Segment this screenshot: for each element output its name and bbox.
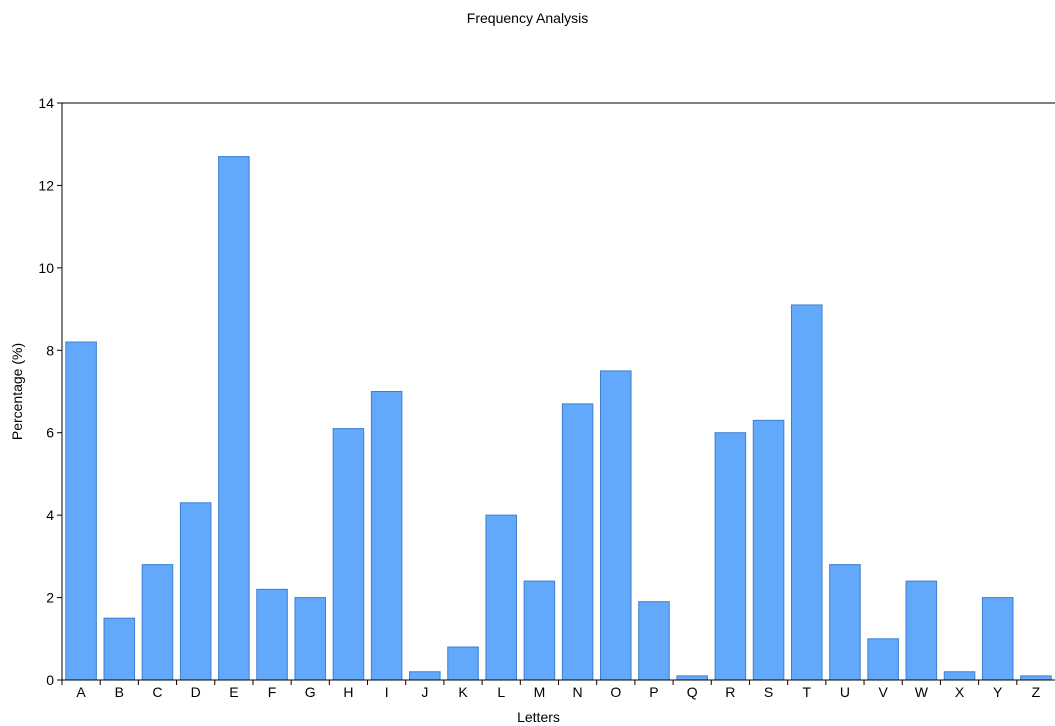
x-tick-label-b: B (115, 684, 124, 700)
bar-w (905, 580, 938, 681)
y-tick-label: 6 (46, 425, 54, 441)
bar-d (179, 502, 212, 681)
x-tick-label-g: G (305, 684, 316, 700)
bar-x (943, 671, 976, 681)
bar-q (676, 675, 708, 681)
x-tick-label-l: L (497, 684, 505, 700)
x-tick-label-w: W (915, 684, 929, 700)
bar-y (981, 597, 1014, 681)
bar-h (332, 428, 365, 681)
bar-a (65, 341, 97, 681)
y-tick-label: 14 (38, 95, 54, 111)
bar-j (409, 671, 441, 681)
x-tick-label-a: A (76, 684, 86, 700)
bar-m (523, 580, 556, 681)
x-axis-label: Letters (517, 709, 560, 725)
x-tick-label-t: T (802, 684, 811, 700)
y-tick-label: 4 (46, 507, 54, 523)
x-tick-label-m: M (534, 684, 546, 700)
bars (65, 156, 1052, 681)
x-tick-label-d: D (191, 684, 201, 700)
x-tick-label-u: U (840, 684, 850, 700)
y-axis-ticks: 0 2 4 6 8 10 12 14 (38, 95, 62, 688)
bar-t (790, 304, 823, 681)
bar-o (600, 370, 632, 681)
x-tick-label-c: C (152, 684, 162, 700)
chart-title: Frequency Analysis (466, 10, 589, 26)
x-tick-label-r: R (725, 684, 735, 700)
bar-e (218, 156, 250, 681)
x-tick-label-f: F (268, 684, 277, 700)
x-axis-ticks: A B C D E F G H I J K L M N O P Q R S T U V W X Y Z (61, 680, 1041, 700)
bar-n (561, 403, 594, 681)
bar-b (103, 617, 136, 681)
y-tick-label: 12 (38, 177, 54, 193)
x-tick-label-k: K (458, 684, 468, 700)
bar-l (485, 514, 517, 681)
x-tick-label-e: E (229, 684, 238, 700)
x-tick-label-s: S (764, 684, 773, 700)
bar-p (638, 601, 670, 681)
bar-u (829, 564, 861, 681)
bar-r (714, 432, 747, 681)
x-tick-label-n: N (573, 684, 583, 700)
bar-f (256, 588, 288, 681)
bar-g (294, 597, 327, 681)
y-tick-label: 10 (38, 260, 54, 276)
x-tick-label-h: H (343, 684, 353, 700)
x-tick-label-j: J (421, 684, 428, 700)
y-tick-label: 2 (46, 590, 54, 606)
x-tick-label-o: O (610, 684, 621, 700)
y-axis-label: Percentage (%) (9, 343, 25, 440)
y-tick-label: 0 (46, 672, 54, 688)
y-tick-label: 8 (46, 342, 54, 358)
bar-v (867, 638, 899, 681)
bar-i (370, 391, 403, 681)
x-tick-label-i: I (385, 684, 389, 700)
x-tick-label-q: Q (687, 684, 698, 700)
bar-z (1020, 675, 1052, 681)
bar-s (752, 419, 785, 681)
bar-c (141, 564, 174, 681)
x-tick-label-y: Y (993, 684, 1003, 700)
x-tick-label-z: Z (1032, 684, 1041, 700)
bar-k (447, 646, 479, 681)
x-tick-label-p: P (649, 684, 658, 700)
x-tick-label-v: V (878, 684, 888, 700)
x-tick-label-x: X (955, 684, 965, 700)
